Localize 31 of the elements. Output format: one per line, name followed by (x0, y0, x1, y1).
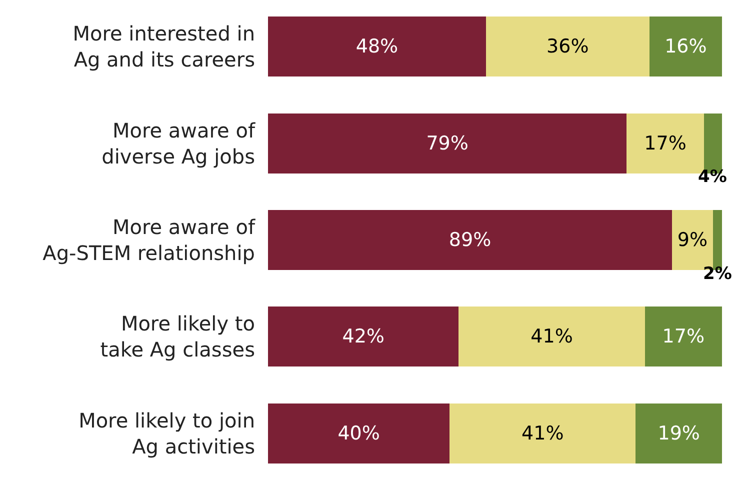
data-label: 48% (356, 36, 398, 58)
data-label: 89% (448, 229, 492, 251)
y-tick-label: More likely to join Ag activities (78, 408, 255, 458)
y-tick-label: More aware of diverse Ag jobs (102, 118, 256, 168)
bar (636, 403, 722, 464)
data-label: 36% (546, 36, 589, 58)
bar (268, 16, 486, 77)
data-label: 16% (664, 36, 707, 58)
data-label: 42% (342, 326, 384, 348)
bar (268, 306, 459, 367)
data-label: 41% (530, 326, 573, 348)
bar (644, 306, 722, 367)
bar (486, 16, 650, 77)
y-tick-label: More aware of Ag-STEM relationship (42, 215, 256, 265)
bar (458, 306, 645, 367)
y-tick-label: More likely to take Ag classes (100, 312, 255, 362)
data-label: 41% (522, 422, 564, 444)
data-label: 79% (426, 132, 468, 154)
data-label: 17% (662, 326, 705, 348)
data-label: 17% (644, 132, 686, 154)
data-label: 19% (658, 422, 700, 444)
bar (450, 403, 636, 464)
data-label: 9% (677, 229, 708, 251)
bar (268, 113, 627, 174)
data-label: 2% (703, 264, 732, 284)
y-tick-label: More interested in Ag and its careers (72, 22, 255, 72)
data-label: 40% (338, 422, 380, 444)
data-label: 4% (698, 167, 727, 187)
bar (268, 403, 450, 464)
bar (649, 16, 722, 77)
bar (268, 210, 672, 270)
